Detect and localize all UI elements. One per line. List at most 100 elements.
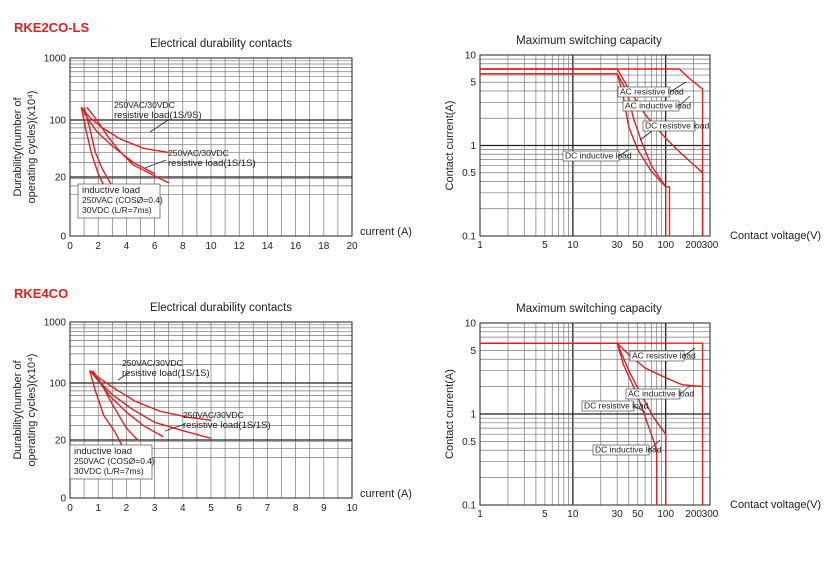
- x-tick-label: 14: [262, 241, 274, 252]
- x-tick-label: 1: [477, 509, 483, 520]
- x-tick-label: 300: [702, 240, 719, 251]
- x-tick-label: 0: [67, 241, 73, 252]
- x-tick-label: 4: [180, 503, 186, 514]
- chart-title: Maximum switching capacity: [516, 35, 662, 47]
- annotation-box: [622, 100, 680, 112]
- annotation-box: [629, 350, 685, 362]
- chart-capacity-top: 1 5 10 30 50 100 200 300 0.1 0.5 1 5 10 Maximum switc…: [444, 35, 821, 251]
- annotation-leader: [669, 81, 687, 93]
- series-line: [89, 370, 128, 455]
- model-label-bottom: RKE4CO: [14, 286, 69, 301]
- x-tick-label: 300: [702, 509, 719, 520]
- annotation-leader: [117, 371, 131, 381]
- annotation-text: inductive load: [82, 185, 140, 196]
- x-tick-label: 100: [657, 240, 674, 251]
- series-line: [480, 68, 704, 236]
- x-tick-label: 3: [152, 503, 158, 514]
- annotation-text: DC resistive load: [645, 121, 710, 131]
- y-tick-label: 1: [470, 410, 476, 421]
- x-axis-label: current (A): [360, 488, 412, 500]
- y-axis-label: Contact current(A): [444, 369, 456, 459]
- y-tick-label: 0.1: [462, 501, 476, 512]
- series-line: [83, 107, 115, 190]
- series-line: [80, 106, 169, 154]
- x-tick-label: 4: [124, 241, 130, 252]
- annotation-leader: [144, 159, 167, 169]
- y-tick-label: 1000: [44, 54, 67, 65]
- annotation-box: [562, 150, 620, 162]
- annotation-leader: [618, 149, 629, 157]
- plot-frame: [69, 57, 353, 237]
- y-tick-label: 1000: [44, 318, 67, 329]
- x-tick-label: 8: [293, 503, 299, 514]
- annotation-leader: [683, 347, 696, 357]
- annotation-leader: [164, 423, 186, 432]
- annotation-text: 30VDC (L/R=7ms): [82, 205, 152, 215]
- series-line: [80, 107, 106, 190]
- x-tick-label: 12: [234, 241, 246, 252]
- y-tick-label: 0.1: [462, 232, 476, 243]
- x-axis-label: Contact voltage(V): [730, 230, 821, 242]
- annotation-text: resistive load(1S/1S): [122, 368, 210, 379]
- x-tick-label: 10: [567, 509, 579, 520]
- x-tick-label: 1: [477, 240, 483, 251]
- annotation-text: AC inductive load: [628, 389, 694, 399]
- x-tick-label: 20: [346, 241, 358, 252]
- x-tick-label: 6: [236, 503, 242, 514]
- annotation-leader: [633, 405, 646, 413]
- y-tick-label: 10: [465, 319, 477, 330]
- annotation-leader: [679, 385, 691, 395]
- y-tick-label: 10: [465, 51, 477, 62]
- y-tick-label: 20: [55, 173, 67, 184]
- x-tick-label: 16: [290, 241, 302, 252]
- annotation-leader: [648, 439, 661, 451]
- series-line: [89, 369, 212, 421]
- x-tick-label: 1: [95, 503, 101, 514]
- y-axis-label: Durability(number of: [12, 97, 24, 197]
- x-tick-label: 8: [180, 241, 186, 252]
- annotation-leader: [678, 95, 691, 107]
- x-tick-label: 50: [632, 240, 644, 251]
- x-tick-label: 100: [657, 509, 674, 520]
- annotation-box: [581, 400, 635, 412]
- series-line: [480, 73, 671, 236]
- annotation-text: AC inductive load: [625, 101, 691, 111]
- x-tick-label: 10: [205, 241, 217, 252]
- x-tick-label: 50: [632, 509, 644, 520]
- y-tick-label: 0: [60, 232, 66, 243]
- x-tick-label: 7: [265, 503, 271, 514]
- chart-durability-top: 0 2 4 6 8 10 12 14 16 18 20 0 20 100 1000 Electrical du…: [12, 38, 412, 252]
- annotation-box: [69, 444, 153, 480]
- annotation-text: inductive load: [74, 446, 132, 457]
- x-tick-label: 5: [208, 503, 214, 514]
- annotation-text: 250VAC/30VDC: [114, 100, 175, 110]
- annotation-box: [625, 388, 681, 400]
- annotation-box: [592, 444, 650, 456]
- x-tick-label: 6: [152, 241, 158, 252]
- x-tick-label: 5: [542, 509, 548, 520]
- y-tick-label: 5: [470, 78, 476, 89]
- x-tick-label: 5: [542, 240, 548, 251]
- x-tick-label: 2: [124, 503, 130, 514]
- plot-frame: [69, 321, 353, 499]
- annotation-text: AC resistive load: [632, 351, 696, 361]
- annotation-box: [77, 183, 161, 219]
- annotation-text: DC inductive load: [595, 445, 662, 455]
- x-tick-label: 200: [685, 240, 702, 251]
- chart-title: Maximum switching capacity: [516, 303, 662, 315]
- x-tick-label: 30: [612, 240, 624, 251]
- annotation-text: 250VAC/30VDC: [122, 358, 183, 368]
- plot-frame: [479, 322, 711, 506]
- x-tick-label: 10: [567, 240, 579, 251]
- y-axis-label: Contact current(A): [444, 101, 456, 191]
- annotation-text: resistive load(1S/9S): [114, 110, 202, 121]
- chart-title: Electrical durability contacts: [150, 38, 292, 50]
- annotation-text: 250VAC/30VDC: [183, 410, 244, 420]
- annotation-text: AC resistive load: [620, 87, 684, 97]
- y-axis-label: operating cycles)(x10⁴): [26, 91, 38, 204]
- series-line: [86, 106, 170, 184]
- y-axis-label: operating cycles)(x10⁴): [26, 354, 38, 467]
